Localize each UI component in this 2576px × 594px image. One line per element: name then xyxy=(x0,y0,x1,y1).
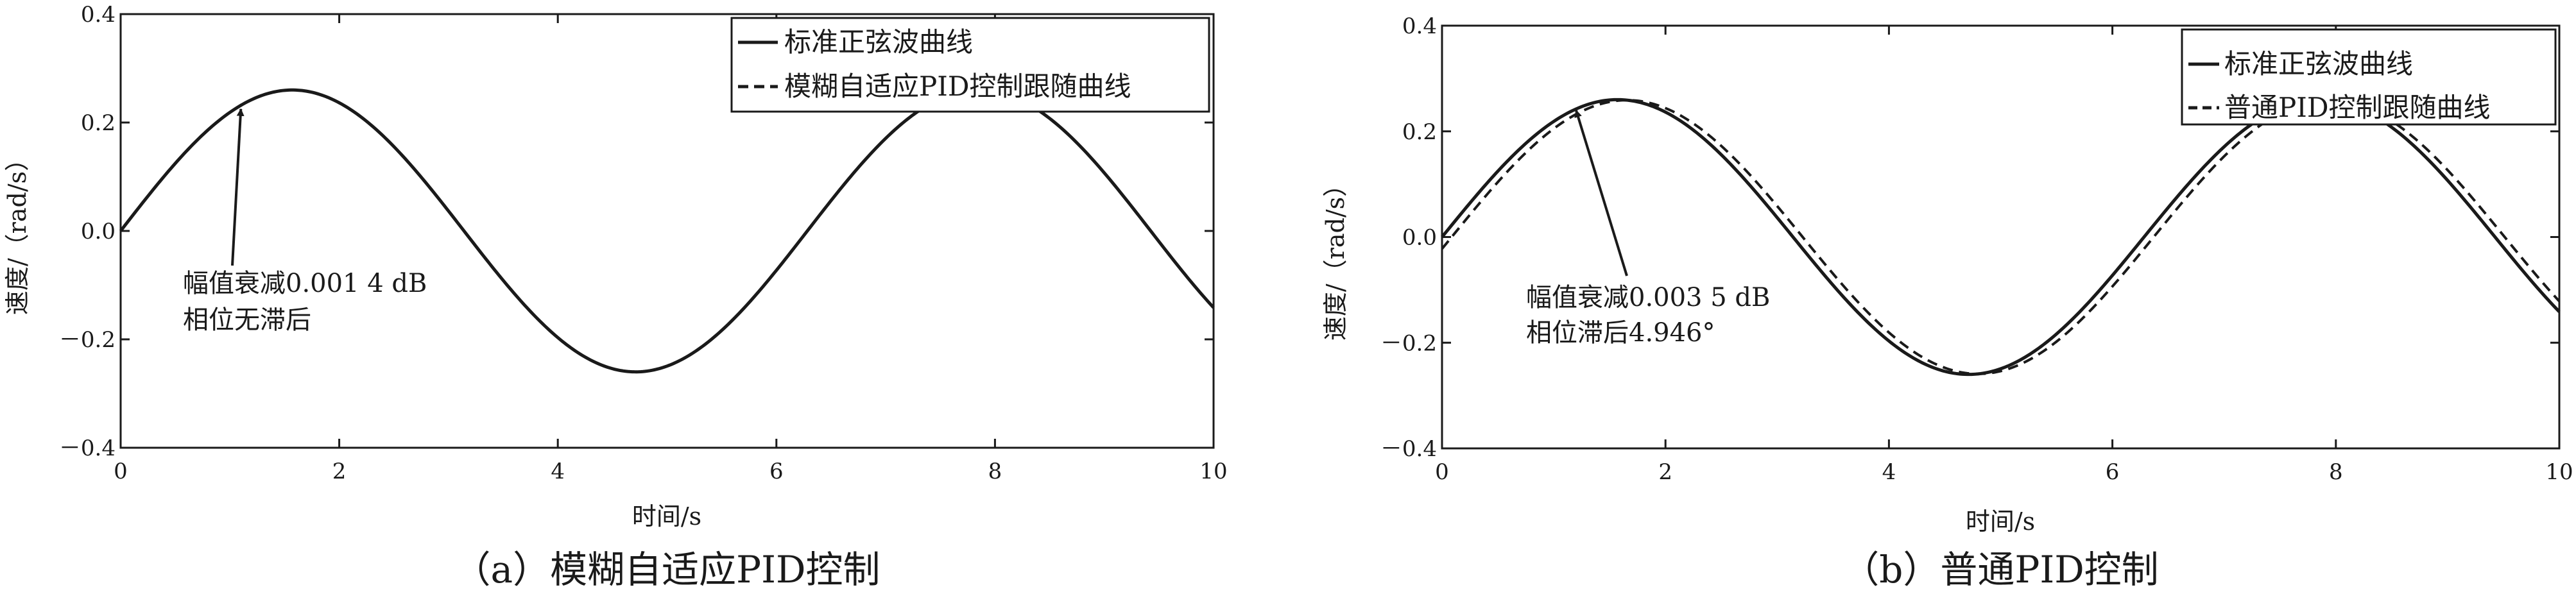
x-tick-label: 4 xyxy=(1882,459,1896,485)
x-axis: 0 2 4 6 8 10 xyxy=(1435,26,2573,485)
legend: 标准正弦波曲线 普通PID控制跟随曲线 xyxy=(2181,28,2557,126)
chart-panel-b: －0.4 －0.2 0.0 0.2 0.4 0 2 4 6 8 10 时间/s 速度/（rad/s… xyxy=(1321,13,2573,591)
x-axis-label: 时间/s xyxy=(632,502,701,530)
y-axis-label: 速度/（rad/s） xyxy=(1321,173,1350,341)
y-axis: －0.4 －0.2 0.0 0.2 0.4 xyxy=(59,2,1214,461)
x-tick-label: 2 xyxy=(1658,459,1672,485)
annotation: 幅值衰减0.001 4 dB 相位无滞后 xyxy=(183,108,427,335)
y-tick-label: 0.4 xyxy=(1402,13,1437,39)
legend-label: 标准正弦波曲线 xyxy=(2224,48,2413,80)
y-tick-label: －0.2 xyxy=(1380,330,1437,356)
x-tick-label: 2 xyxy=(332,459,347,484)
x-tick-label: 10 xyxy=(2545,459,2573,485)
annotation-arrow xyxy=(231,108,245,266)
legend-box xyxy=(730,17,1210,113)
y-axis-label: 速度/（rad/s） xyxy=(3,147,31,315)
annotation-arrow xyxy=(1574,109,1628,276)
y-tick-label: 0.4 xyxy=(81,2,116,28)
y-tick-label: －0.4 xyxy=(1380,436,1437,462)
y-tick-label: 0.0 xyxy=(1402,225,1437,251)
x-tick-label: 8 xyxy=(988,459,1002,484)
annotation: 幅值衰减0.003 5 dB 相位滞后4.946° xyxy=(1526,109,1770,348)
legend-box xyxy=(2181,28,2557,126)
y-tick-label: 0.2 xyxy=(81,110,116,136)
x-tick-label: 0 xyxy=(1435,459,1449,485)
x-tick-label: 10 xyxy=(1199,459,1227,484)
x-tick-label: 6 xyxy=(769,459,784,484)
chart-panel-a: －0.4 －0.2 0.0 0.2 0.4 0 2 4 6 8 10 时间/s 速度/（rad/s… xyxy=(3,2,1228,591)
x-tick-label: 8 xyxy=(2329,459,2343,485)
annotation-line: 幅值衰减0.001 4 dB xyxy=(183,269,427,298)
x-tick-label: 0 xyxy=(114,459,128,484)
legend-label: 模糊自适应PID控制跟随曲线 xyxy=(784,71,1131,102)
annotation-line: 相位无滞后 xyxy=(183,305,311,335)
y-tick-label: －0.4 xyxy=(59,436,116,461)
x-tick-label: 6 xyxy=(2106,459,2120,485)
y-tick-label: 0.0 xyxy=(81,219,116,244)
legend-label: 标准正弦波曲线 xyxy=(784,26,973,58)
annotation-line: 相位滞后4.946° xyxy=(1526,318,1715,348)
y-axis: －0.4 －0.2 0.0 0.2 0.4 xyxy=(1380,13,2559,462)
x-axis-label: 时间/s xyxy=(1966,507,2035,536)
legend-label: 普通PID控制跟随曲线 xyxy=(2224,92,2491,123)
panel-caption: （a）模糊自适应PID控制 xyxy=(453,548,880,591)
legend: 标准正弦波曲线 模糊自适应PID控制跟随曲线 xyxy=(730,17,1210,113)
annotation-line: 幅值衰减0.003 5 dB xyxy=(1526,283,1770,312)
y-tick-label: 0.2 xyxy=(1402,119,1437,145)
y-tick-label: －0.2 xyxy=(59,327,116,353)
x-tick-label: 4 xyxy=(551,459,565,484)
panel-caption: （b）普通PID控制 xyxy=(1842,548,2159,591)
